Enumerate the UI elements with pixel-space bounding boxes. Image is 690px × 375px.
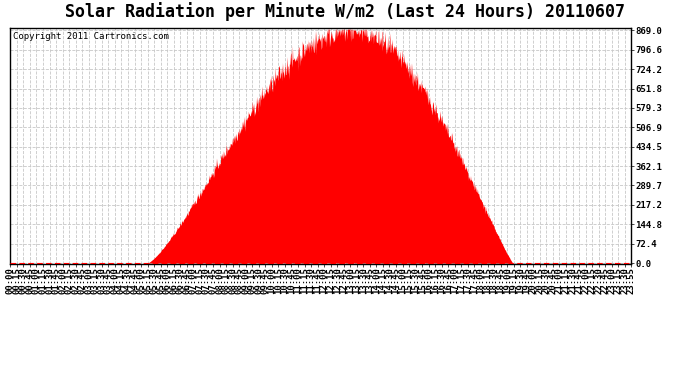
Text: Copyright 2011 Cartronics.com: Copyright 2011 Cartronics.com [14, 32, 169, 40]
Text: Solar Radiation per Minute W/m2 (Last 24 Hours) 20110607: Solar Radiation per Minute W/m2 (Last 24… [65, 2, 625, 21]
